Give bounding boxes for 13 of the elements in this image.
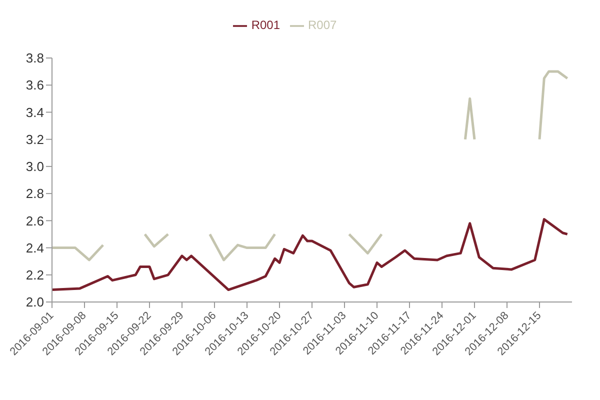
- y-tick-label: 2.8: [26, 186, 44, 202]
- y-tick-label: 2.4: [26, 240, 44, 256]
- y-tick-label: 3.2: [26, 132, 44, 147]
- y-tick-label: 2.0: [26, 294, 44, 310]
- y-tick-label: 2.2: [26, 268, 44, 283]
- y-tick-label: 3.6: [26, 78, 44, 93]
- y-tick-label: 3.8: [26, 50, 44, 66]
- legend-label: R007: [308, 18, 337, 32]
- y-tick-label: 3.0: [26, 159, 44, 174]
- line-series: [52, 218, 569, 292]
- legend-label: R001: [251, 18, 280, 32]
- y-tick-label: 2.6: [26, 213, 44, 228]
- y-tick-label: 3.4: [26, 104, 44, 120]
